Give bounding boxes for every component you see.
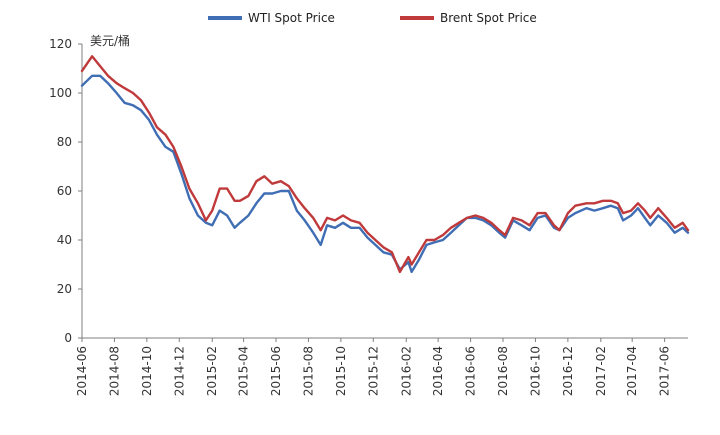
series-line-wti — [80, 74, 690, 274]
x-tick-label: 2016-04 — [431, 346, 445, 396]
y-axis-unit-label: 美元/桶 — [90, 33, 130, 48]
x-tick-label: 2016-12 — [561, 346, 575, 396]
x-tick-label: 2014-10 — [140, 346, 154, 396]
x-tick-label: 2015-08 — [301, 346, 315, 396]
x-tick-label: 2014-06 — [75, 346, 89, 396]
x-tick-label: 2017-04 — [625, 346, 639, 396]
legend: WTI Spot Price Brent Spot Price — [208, 11, 537, 25]
y-tick-label: 80 — [57, 135, 72, 149]
x-tick-label: 2015-06 — [269, 346, 283, 396]
y-tick-label: 120 — [49, 37, 72, 51]
series-line-brent — [80, 55, 690, 274]
x-tick-label: 2016-10 — [528, 346, 542, 396]
x-tick-label: 2014-08 — [107, 346, 121, 396]
x-tick-label: 2017-06 — [658, 346, 672, 396]
x-tick-label: 2017-02 — [594, 346, 608, 396]
legend-label: WTI Spot Price — [248, 11, 335, 25]
legend-label: Brent Spot Price — [440, 11, 537, 25]
x-tick-label: 2015-04 — [237, 346, 251, 396]
y-tick-label: 0 — [64, 331, 72, 345]
y-tick-label: 40 — [57, 233, 72, 247]
series-layer — [80, 55, 690, 274]
x-tick-label: 2016-06 — [464, 346, 478, 396]
x-tick-label: 2015-10 — [334, 346, 348, 396]
axes: 0 20 40 60 80 100 120 2014-06 2014-08 2014-10 2014… — [49, 37, 688, 396]
x-tick-label: 2016-08 — [496, 346, 510, 396]
y-tick-label: 100 — [49, 86, 72, 100]
y-tick-label: 20 — [57, 282, 72, 296]
x-tick-label: 2016-02 — [399, 346, 413, 396]
x-tick-label: 2014-12 — [172, 346, 186, 396]
x-tick-label: 2015-02 — [205, 346, 219, 396]
legend-item-wti: WTI Spot Price — [208, 11, 335, 25]
y-tick-label: 60 — [57, 184, 72, 198]
legend-item-brent: Brent Spot Price — [400, 11, 537, 25]
x-tick-label: 2015-12 — [366, 346, 380, 396]
